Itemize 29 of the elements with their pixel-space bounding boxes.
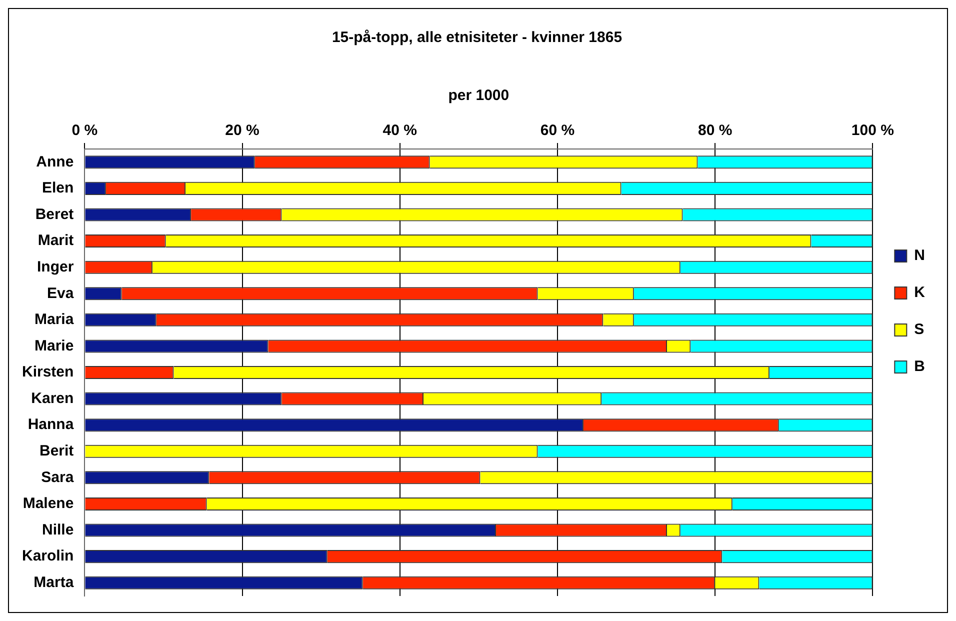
y-tick-label: Kirsten xyxy=(22,364,74,381)
x-tick-label: 0 % xyxy=(72,122,98,140)
legend-label: S xyxy=(914,321,924,338)
y-tick-label: Karen xyxy=(31,390,74,407)
x-tick-label: 40 % xyxy=(382,122,417,140)
y-tick-label: Maria xyxy=(34,311,74,328)
y-tick-label: Beret xyxy=(35,206,74,223)
chart-title: 15-på-topp, alle etnisiteter - kvinner 1865 xyxy=(332,29,622,46)
y-tick-label: Elen xyxy=(42,180,74,197)
y-tick-label: Hanna xyxy=(28,416,74,434)
y-tick-label: Malene xyxy=(22,495,74,512)
y-tick-label: Berit xyxy=(39,442,74,460)
legend-label: K xyxy=(914,284,926,302)
y-tick-label: Anne xyxy=(36,153,74,170)
y-tick-label: Eva xyxy=(46,284,74,302)
y-tick-label: Sara xyxy=(41,468,74,486)
x-tick-label: 80 % xyxy=(698,122,732,140)
legend-label: N xyxy=(914,247,926,264)
y-tick-label: Marta xyxy=(34,574,74,591)
x-tick-label: 100 % xyxy=(851,122,894,140)
x-axis-title: per 1000 xyxy=(448,87,510,104)
y-tick-label: Karolin xyxy=(22,548,74,565)
legend-label: B xyxy=(914,358,926,376)
x-tick-label: 20 % xyxy=(225,122,260,140)
y-tick-label: Nille xyxy=(42,521,74,538)
y-tick-label: Inger xyxy=(36,258,74,276)
y-tick-label: Marie xyxy=(34,337,74,354)
y-tick-label: Marit xyxy=(38,232,74,250)
x-tick-label: 60 % xyxy=(540,122,575,140)
